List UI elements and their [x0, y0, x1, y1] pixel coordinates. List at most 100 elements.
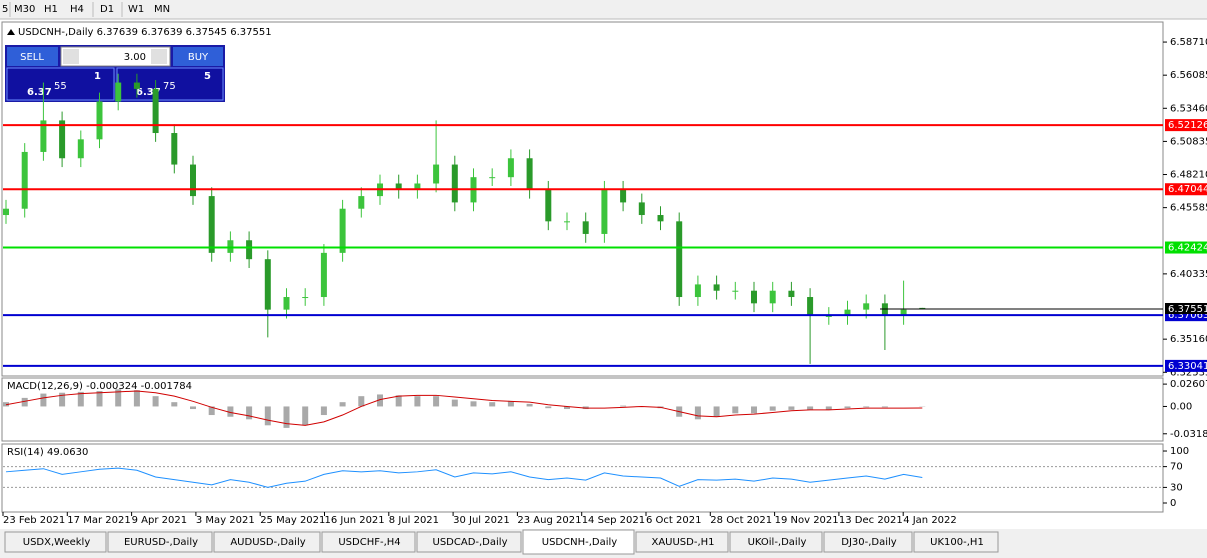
tab[interactable] — [635, 531, 729, 553]
macd-bar — [40, 393, 47, 407]
candle-body — [863, 303, 870, 310]
tab[interactable] — [4, 531, 107, 553]
timeframe-button[interactable]: H1 — [44, 4, 58, 15]
bid-box[interactable] — [6, 67, 115, 101]
ask-big: 6.37 — [136, 87, 161, 98]
macd-bar — [451, 399, 458, 407]
macd-bar — [526, 403, 533, 407]
tab[interactable] — [729, 531, 823, 553]
tab-label[interactable]: UK100-,H1 — [930, 537, 984, 548]
candle-body — [115, 82, 122, 102]
x-tick-label: 9 Apr 2021 — [132, 515, 187, 526]
timeframe-button[interactable]: W1 — [128, 4, 144, 15]
tab-label[interactable]: USDX,Weekly — [23, 537, 91, 548]
y-tick-label: 6.35160 — [1170, 334, 1207, 345]
candle-body — [844, 309, 851, 316]
x-tick-label: 8 Jul 2021 — [389, 515, 439, 526]
candle-body — [526, 158, 533, 190]
macd-bar — [59, 392, 66, 407]
tab-label[interactable]: DJ30-,Daily — [841, 537, 897, 548]
y-tick-label: 6.32535 — [1170, 367, 1207, 378]
macd-bar — [152, 396, 159, 407]
rsi-panel — [1, 443, 1164, 513]
tab[interactable] — [321, 531, 416, 553]
timeframe-button[interactable]: D1 — [100, 4, 114, 15]
candle-body — [694, 284, 701, 298]
level-label: 6.37063 — [1168, 310, 1207, 321]
macd-bar — [190, 406, 196, 410]
timeframe-button[interactable]: M30 — [14, 4, 35, 15]
candle-body — [751, 290, 757, 304]
sell-label[interactable]: SELL — [20, 52, 44, 63]
lot-down[interactable] — [63, 49, 79, 64]
chart-title: USDCNH-,Daily 6.37639 6.37639 6.37545 6.… — [18, 27, 272, 38]
candle-body — [620, 189, 627, 203]
tab[interactable] — [416, 531, 522, 553]
level-label: 6.33041 — [1168, 361, 1207, 372]
candle-body — [545, 189, 552, 222]
candle-body — [21, 151, 28, 209]
tab[interactable] — [522, 529, 635, 555]
x-tick-label: 25 May 2021 — [260, 515, 325, 526]
macd-bar — [96, 391, 103, 407]
x-tick-label: 14 Sep 2021 — [582, 515, 645, 526]
tab[interactable] — [107, 531, 213, 553]
y-tick-label: 6.48210 — [1170, 170, 1207, 181]
tab-label[interactable]: USDCAD-,Daily — [433, 537, 508, 548]
last-price-label: 6.37551 — [1168, 304, 1207, 315]
macd-bar — [751, 406, 757, 414]
bid-frac: 1 — [94, 71, 101, 82]
macd-bar — [358, 396, 365, 407]
bid-big: 6.37 — [27, 87, 52, 98]
collapse-icon[interactable] — [7, 29, 15, 35]
y-tick-label: 6.56085 — [1170, 70, 1207, 81]
buy-label[interactable]: BUY — [188, 52, 209, 63]
macd-bar — [264, 406, 271, 426]
trade-panel: SELL 3.00 BUY 6.37 55 1 6.37 75 5 — [5, 45, 225, 102]
candle-body — [59, 120, 66, 159]
y-tick-label: -0.031877 — [1170, 429, 1207, 440]
candle-body — [582, 221, 589, 234]
toolbar — [0, 0, 1207, 19]
timeframe-button[interactable]: H4 — [70, 4, 84, 15]
macd-bar — [507, 401, 514, 407]
macd-bar — [489, 402, 496, 407]
candle-body — [807, 297, 814, 316]
level-label: 6.52126 — [1168, 120, 1207, 131]
macd-bar — [545, 406, 552, 409]
level-tag — [1165, 119, 1207, 132]
tab-label[interactable]: USDCHF-,H4 — [338, 537, 400, 548]
candle-body — [171, 133, 178, 165]
tab-label[interactable]: XAUUSD-,H1 — [651, 537, 714, 548]
timeframe-button[interactable]: MN — [154, 4, 170, 15]
tab[interactable] — [213, 531, 321, 553]
sell-button[interactable] — [7, 47, 58, 66]
tab-label[interactable]: UKOil-,Daily — [748, 537, 807, 548]
lot-up[interactable] — [151, 49, 167, 64]
tab-label[interactable]: USDCNH-,Daily — [542, 537, 618, 548]
candle-body — [264, 259, 271, 310]
tab[interactable] — [823, 531, 913, 553]
macd-bar — [339, 402, 346, 407]
macd-title: MACD(12,26,9) -0.000324 -0.001784 — [7, 381, 192, 392]
candle-body — [208, 196, 215, 253]
tab-label[interactable]: EURUSD-,Daily — [124, 537, 198, 548]
x-tick-label: 13 Dec 2021 — [839, 515, 903, 526]
tab[interactable] — [913, 531, 999, 553]
candle-body — [96, 101, 103, 140]
macd-panel — [1, 377, 1164, 442]
candle-body — [3, 208, 9, 216]
buy-button[interactable] — [173, 47, 223, 66]
candle-body — [657, 215, 664, 222]
ask-frac: 5 — [204, 71, 211, 82]
x-tick-label: 3 May 2021 — [196, 515, 255, 526]
candle-body — [133, 82, 140, 89]
candle-body — [769, 290, 776, 304]
lot-value[interactable]: 3.00 — [124, 52, 146, 63]
timeframe-button[interactable]: 5 — [2, 4, 8, 15]
lot-field[interactable] — [60, 46, 171, 67]
macd-bar — [713, 406, 720, 417]
tab-label[interactable]: AUDUSD-,Daily — [230, 537, 305, 548]
candle-body — [900, 309, 907, 316]
